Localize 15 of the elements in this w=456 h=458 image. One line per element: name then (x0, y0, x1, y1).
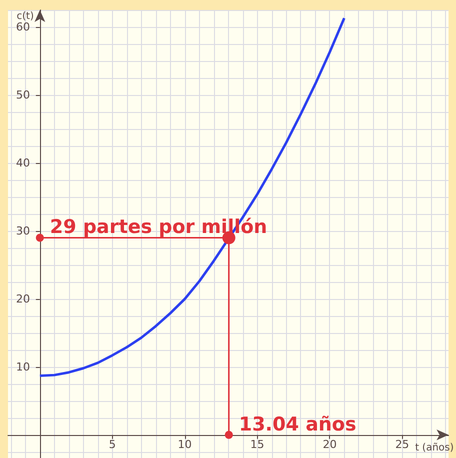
y-axis-title: c(t) (16, 11, 34, 22)
x-tick-label: 5 (108, 438, 116, 451)
y-tick-label: 60 (16, 20, 30, 34)
x-tick-label: 25 (395, 438, 410, 451)
line-series (38, 16, 346, 377)
y-tick-label: 10 (16, 360, 30, 374)
x-tick-label: 15 (250, 438, 264, 451)
x-axis-title: t (años) (415, 442, 454, 454)
annotation: 13.04 años (238, 413, 356, 436)
y-tick-label: 20 (16, 292, 30, 306)
x-tick-label: 10 (178, 438, 192, 451)
y-tick-label: 30 (16, 224, 30, 238)
y-tick-label: 50 (16, 88, 30, 102)
y-tick-label: 40 (16, 156, 30, 170)
x-tick-label: 20 (322, 438, 337, 451)
